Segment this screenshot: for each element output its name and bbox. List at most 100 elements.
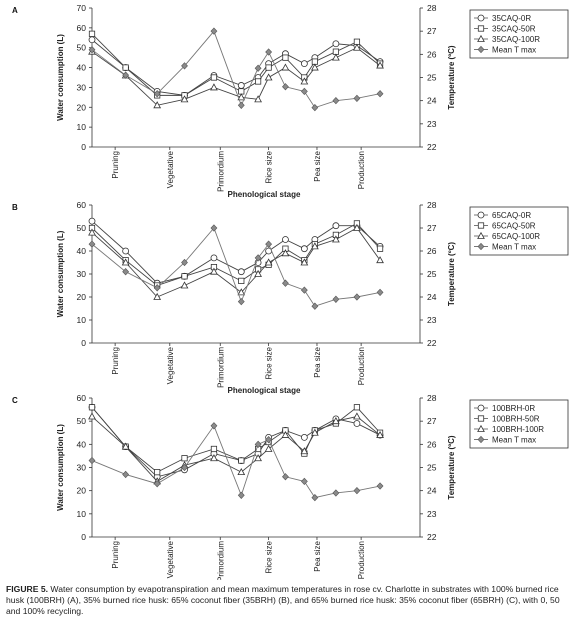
data-point: [332, 489, 340, 497]
series-mean-t-max: [88, 27, 384, 112]
x-tick-label: Primordium: [216, 347, 225, 388]
figure-caption: FIGURE 5. Water consumption by evapotran…: [6, 584, 572, 617]
data-point: [477, 231, 485, 239]
data-point: [180, 281, 189, 289]
data-point: [122, 268, 130, 276]
y2-tick-label: 24: [427, 486, 437, 496]
data-point: [210, 27, 218, 35]
data-point: [282, 236, 289, 243]
data-point: [153, 480, 161, 488]
data-point: [88, 240, 96, 248]
series-35caq-100r: [88, 43, 384, 109]
data-point: [210, 83, 218, 91]
y2-tick-label: 27: [427, 416, 437, 426]
data-point: [300, 433, 308, 441]
data-point: [181, 258, 188, 267]
x-tick-label: Primordium: [216, 151, 225, 192]
data-point: [121, 442, 130, 450]
data-point: [477, 45, 485, 54]
series-line: [91, 416, 381, 482]
series-line: [91, 227, 381, 298]
y2-tick-label: 23: [427, 119, 437, 129]
series-100brh-50r: [88, 404, 384, 476]
y2-tick-label: 25: [427, 463, 437, 473]
y-tick-label: 60: [77, 393, 87, 403]
x-tick-label: Production: [357, 541, 366, 579]
data-point: [122, 470, 130, 479]
data-point: [210, 267, 218, 275]
data-point: [122, 247, 130, 255]
data-point: [353, 487, 361, 495]
data-point: [300, 60, 308, 67]
data-point: [237, 288, 246, 296]
y-tick-label: 0: [81, 338, 86, 348]
x-tick-label: Rice size: [265, 346, 274, 379]
data-point: [88, 404, 96, 411]
x-axis-title: Phenological stage: [228, 386, 301, 395]
data-point: [332, 53, 340, 61]
legend-label: 35CAQ-100R: [492, 35, 540, 44]
data-point: [376, 90, 384, 98]
series-line: [91, 406, 381, 473]
x-tick-label: Pruning: [111, 151, 120, 179]
data-point: [254, 95, 262, 103]
data-point: [311, 103, 319, 112]
y2-tick-label: 24: [427, 292, 437, 302]
data-point: [376, 245, 384, 252]
data-point: [300, 245, 308, 253]
y-tick-label: 60: [77, 23, 87, 33]
y-tick-label: 50: [77, 223, 87, 233]
data-point: [353, 223, 361, 231]
x-tick-label: Pruning: [111, 347, 120, 375]
data-point: [300, 447, 309, 455]
data-point: [210, 224, 218, 232]
data-point: [300, 77, 309, 85]
data-point: [210, 254, 218, 262]
y2-tick-label: 26: [427, 49, 437, 59]
legend-label: Mean T max: [492, 436, 536, 445]
chart-panel-c: C 0 10 20 30 40 50 60 22 23 24 25 26 27 28 Water consum…: [12, 393, 569, 580]
data-point: [237, 268, 245, 276]
panel-label: B: [12, 203, 18, 212]
data-point: [282, 473, 289, 481]
legend-label: 100BRH-100R: [492, 425, 544, 434]
data-point: [477, 25, 485, 32]
x-tick-label: Pea size: [313, 346, 322, 377]
data-point: [254, 440, 262, 448]
y-tick-label: 20: [77, 292, 87, 302]
series-100brh-100r: [88, 412, 384, 485]
data-point: [210, 422, 218, 430]
data-point: [88, 228, 96, 236]
x-tick-label: Vegetative: [166, 540, 175, 578]
data-point: [477, 424, 485, 432]
data-point: [265, 240, 273, 248]
y2-tick-label: 22: [427, 142, 437, 152]
y-tick-label: 60: [77, 200, 87, 210]
chart-panel-a: A 0 10 20 30 40 50 60 70 22 23 24 25 26 27 28 Water cons…: [12, 3, 569, 199]
y-axis-title: Water consumption (L): [56, 424, 65, 511]
y-tick-label: 20: [77, 102, 87, 112]
data-point: [153, 284, 161, 292]
y2-tick-label: 26: [427, 439, 437, 449]
y2-tick-label: 22: [427, 338, 437, 348]
y-tick-label: 30: [77, 463, 87, 473]
data-point: [310, 242, 319, 250]
caption-label: FIGURE 5.: [6, 584, 49, 594]
data-point: [281, 249, 290, 257]
caption-text: Water consumption by evapotranspiration …: [6, 584, 560, 616]
data-point: [353, 293, 361, 301]
data-point: [376, 430, 384, 438]
y-tick-label: 20: [77, 486, 87, 496]
legend-label: Mean T max: [492, 243, 536, 252]
data-point: [181, 273, 188, 280]
y2-tick-label: 26: [427, 246, 437, 256]
data-point: [237, 82, 245, 89]
data-point: [237, 93, 246, 101]
x-tick-label: Rice size: [265, 540, 274, 573]
y2-tick-label: 28: [427, 393, 437, 403]
series-line: [91, 220, 381, 284]
data-point: [264, 258, 273, 266]
x-tick-label: Pruning: [111, 541, 120, 569]
